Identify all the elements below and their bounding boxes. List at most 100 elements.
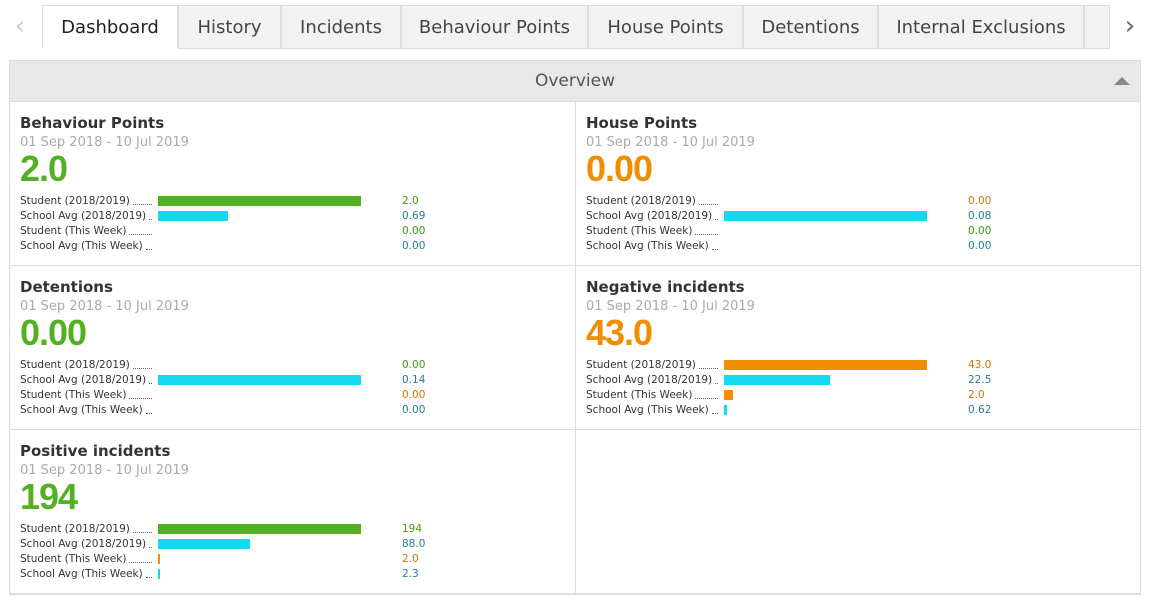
row-label: Student (This Week) [20,553,127,565]
row-label-wrap: Student (2018/2019) [20,522,154,537]
dotted-leader [715,209,718,220]
stat-panel: House Points 01 Sep 2018 - 10 Jul 2019 0.0… [576,102,1141,266]
row-value: 2.3 [402,568,419,580]
bar [158,211,229,221]
stat-panel: Detentions 01 Sep 2018 - 10 Jul 2019 0.00 S… [10,266,576,430]
bar [724,390,734,400]
row-label: Student (2018/2019) [586,195,696,207]
dotted-leader [711,239,718,250]
bar [158,539,251,549]
row-value: 0.69 [402,210,426,222]
row-label: School Avg (This Week) [20,568,143,580]
stat-row: School Avg (This Week) 0.00 [20,403,560,418]
stat-row: Student (This Week) 0.00 [20,388,560,403]
panel-title: House Points [586,114,698,132]
row-label: Student (This Week) [20,389,127,401]
stat-row: Student (This Week) 2.0 [20,552,560,567]
row-value: 0.08 [968,210,992,222]
panel-big-value: 43.0 [586,312,653,353]
row-label-wrap: School Avg (This Week) [20,239,154,254]
row-label: Student (2018/2019) [20,359,130,371]
overview-header[interactable]: Overview [10,61,1140,102]
panel-title: Positive incidents [20,442,171,460]
row-label: School Avg (2018/2019) [20,374,147,386]
stat-row: School Avg (2018/2019) 0.08 [586,209,1126,224]
row-label: School Avg (2018/2019) [586,374,713,386]
row-label-wrap: School Avg (2018/2019) [586,373,720,388]
bar [158,524,361,534]
clipped-tab[interactable] [1084,5,1110,49]
stat-row: School Avg (2018/2019) 0.14 [20,373,560,388]
tab[interactable]: Behaviour Points [401,5,588,49]
collapse-icon [1114,77,1130,85]
dotted-leader [145,239,152,250]
panel-title: Behaviour Points [20,114,165,132]
row-value: 0.00 [968,225,992,237]
row-label-wrap: School Avg (2018/2019) [20,537,154,552]
row-label: Student (This Week) [20,225,127,237]
stat-row: School Avg (2018/2019) 0.69 [20,209,560,224]
row-label-wrap: School Avg (2018/2019) [20,373,154,388]
stat-row: Student (This Week) 2.0 [586,388,1126,403]
stat-row: School Avg (This Week) 2.3 [20,567,560,582]
bar [724,360,927,370]
panel-date: 01 Sep 2018 - 10 Jul 2019 [20,463,189,478]
row-value: 0.00 [968,195,992,207]
dotted-leader [129,388,152,399]
row-label: School Avg (This Week) [586,240,709,252]
row-label-wrap: Student (This Week) [586,388,720,403]
dotted-leader [695,224,718,235]
empty-cell [576,430,1141,594]
dotted-leader [129,224,152,235]
stat-row: Student (2018/2019) 194 [20,522,560,537]
row-label: School Avg (2018/2019) [20,538,147,550]
row-value: 2.0 [968,389,985,401]
tab[interactable]: Incidents [281,5,401,49]
row-value: 2.0 [402,553,419,565]
tabs-right-arrow[interactable]: › [1112,5,1148,49]
row-label-wrap: School Avg (This Week) [586,239,720,254]
row-label: Student (This Week) [586,389,693,401]
tab[interactable]: Dashboard [42,5,178,49]
dotted-leader [149,209,152,220]
panel-date: 01 Sep 2018 - 10 Jul 2019 [586,135,755,150]
panel-big-value: 2.0 [20,148,68,189]
dotted-leader [132,194,152,205]
stat-panel: Behaviour Points 01 Sep 2018 - 10 Jul 201… [10,102,576,266]
row-label-wrap: Student (2018/2019) [586,358,720,373]
row-label-wrap: School Avg (This Week) [20,567,154,582]
tab[interactable]: Detentions [743,5,878,49]
stat-row: School Avg (This Week) 0.00 [20,239,560,254]
tab[interactable]: Internal Exclusions [878,5,1084,49]
panel-title: Detentions [20,278,113,296]
overview-panel: Overview Behaviour Points 01 Sep 2018 - 1… [9,60,1141,595]
row-label: School Avg (This Week) [20,404,143,416]
dotted-leader [715,373,718,384]
row-label-wrap: School Avg (2018/2019) [586,209,720,224]
bar [724,375,831,385]
row-value: 0.62 [968,404,992,416]
row-label-wrap: Student (2018/2019) [20,194,154,209]
tab[interactable]: History [178,5,281,49]
dotted-leader [711,403,718,414]
panel-big-value: 0.00 [586,148,653,189]
panel-big-value: 0.00 [20,312,87,353]
stat-row: School Avg (This Week) 0.62 [586,403,1126,418]
row-label-wrap: Student (This Week) [586,224,720,239]
row-label-wrap: Student (2018/2019) [586,194,720,209]
row-label: School Avg (2018/2019) [586,210,713,222]
row-value: 43.0 [968,359,992,371]
dotted-leader [695,388,718,399]
dotted-leader [149,537,152,548]
row-label-wrap: School Avg (2018/2019) [20,209,154,224]
bar [158,375,361,385]
tab[interactable]: House Points [588,5,743,49]
panel-title: Negative incidents [586,278,745,296]
row-value: 0.14 [402,374,426,386]
bar [158,554,161,564]
panel-date: 01 Sep 2018 - 10 Jul 2019 [20,135,189,150]
tabs-left-arrow[interactable]: ‹ [14,11,26,41]
row-label-wrap: School Avg (This Week) [20,403,154,418]
row-label: Student (2018/2019) [20,523,130,535]
